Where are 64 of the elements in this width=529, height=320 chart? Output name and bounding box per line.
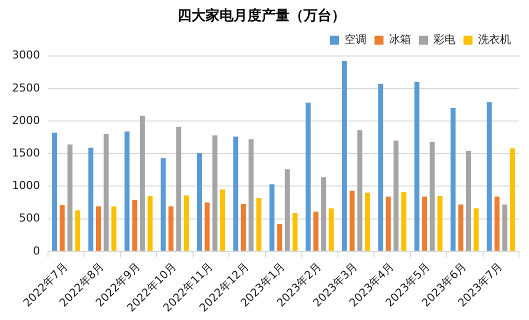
bar bbox=[386, 196, 391, 251]
bar bbox=[494, 196, 500, 251]
legend-label: 空调 bbox=[344, 33, 366, 46]
bar bbox=[458, 204, 464, 251]
bar bbox=[196, 152, 202, 251]
bar bbox=[422, 196, 428, 251]
bar bbox=[328, 208, 334, 251]
bar bbox=[277, 224, 282, 251]
bar bbox=[248, 139, 254, 251]
bar bbox=[306, 102, 311, 251]
bar bbox=[88, 148, 94, 251]
bar bbox=[96, 206, 101, 251]
bar bbox=[466, 151, 472, 251]
bar bbox=[160, 158, 166, 251]
bar bbox=[450, 108, 456, 251]
bar bbox=[60, 205, 65, 251]
bar bbox=[168, 206, 174, 251]
bar bbox=[176, 126, 182, 251]
bar bbox=[212, 135, 218, 251]
y-tick-label: 0 bbox=[32, 244, 40, 258]
bar bbox=[204, 202, 210, 251]
bar bbox=[342, 61, 347, 251]
bar bbox=[148, 196, 153, 251]
bar bbox=[378, 84, 384, 251]
bar bbox=[510, 148, 515, 251]
y-tick-label: 2500 bbox=[12, 81, 40, 94]
chart-title: 四大家电月度产量（万台） bbox=[178, 7, 346, 24]
y-tick-label: 1500 bbox=[12, 146, 40, 160]
bar bbox=[124, 131, 130, 251]
bar bbox=[437, 196, 442, 251]
bar bbox=[104, 134, 109, 251]
bar bbox=[52, 132, 58, 251]
bar bbox=[233, 136, 238, 251]
bar bbox=[357, 130, 362, 251]
legend-label: 冰箱 bbox=[389, 33, 411, 46]
bar bbox=[365, 192, 370, 251]
bar bbox=[284, 169, 290, 251]
bar bbox=[486, 102, 492, 251]
bar bbox=[75, 210, 80, 251]
y-tick-label: 2000 bbox=[12, 114, 40, 127]
legend-label: 洗衣机 bbox=[478, 33, 511, 46]
bar bbox=[321, 177, 326, 251]
bar bbox=[474, 208, 479, 251]
bar bbox=[313, 212, 318, 251]
bar bbox=[111, 206, 116, 251]
bar bbox=[502, 204, 508, 251]
bar bbox=[140, 116, 145, 251]
y-tick-label: 1000 bbox=[12, 179, 40, 192]
bar bbox=[184, 195, 189, 251]
bar bbox=[414, 82, 420, 251]
bar bbox=[240, 204, 246, 251]
bar bbox=[394, 140, 399, 251]
bar bbox=[256, 198, 262, 251]
bar bbox=[269, 184, 274, 251]
bar bbox=[67, 144, 72, 251]
bar bbox=[220, 189, 226, 251]
bar bbox=[292, 212, 298, 251]
bar bbox=[430, 142, 435, 251]
bar bbox=[132, 200, 138, 251]
bar bbox=[350, 190, 355, 251]
y-tick-label: 3000 bbox=[12, 48, 40, 62]
bar bbox=[401, 192, 406, 251]
legend-label: 彩电 bbox=[434, 33, 456, 46]
y-tick-label: 500 bbox=[18, 212, 40, 225]
